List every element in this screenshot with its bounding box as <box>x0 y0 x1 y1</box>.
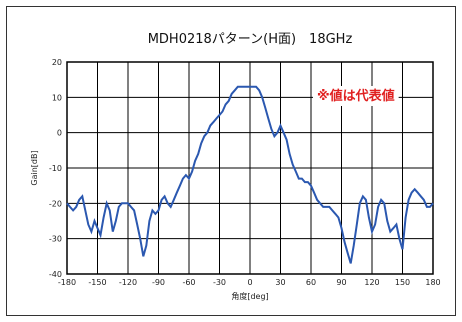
chart: -180 -150 -120 -90 -60 -30 0 30 60 90 120 150 180 -40… <box>30 32 441 301</box>
x-tick-label: 90 <box>336 278 346 287</box>
series-line <box>66 85 434 264</box>
annotation-background <box>313 86 399 106</box>
y-tick-label: -20 <box>49 199 62 208</box>
x-tick-label: -90 <box>152 278 165 287</box>
x-tick-label: -30 <box>213 278 226 287</box>
x-tick-label: -180 <box>58 278 76 287</box>
chart-title: MDH0218パターン(H面) 18GHz <box>148 32 353 47</box>
y-tick-label: 20 <box>52 58 62 67</box>
x-tick-label: 60 <box>306 278 316 287</box>
x-tick-label: -120 <box>119 278 137 287</box>
y-tick-label: -30 <box>49 235 62 244</box>
x-axis-label: 角度[deg] <box>231 291 268 301</box>
x-tick-label: 30 <box>275 278 285 287</box>
chart-frame: -180 -150 -120 -90 -60 -30 0 30 60 90 120 150 180 -40… <box>6 6 456 316</box>
x-tick-label: 0 <box>247 278 252 287</box>
y-axis-label: Gain[dB] <box>30 150 39 185</box>
x-tick-label: 150 <box>395 278 410 287</box>
x-tick-label: 180 <box>425 278 440 287</box>
annotation-note: ※値は代表値 <box>317 88 395 104</box>
y-tick-label: 10 <box>52 93 62 102</box>
x-tick-label: -60 <box>182 278 195 287</box>
chart-ticks: -180 -150 -120 -90 -60 -30 0 30 60 90 120 150 180 -40… <box>49 58 441 287</box>
x-tick-label: -150 <box>88 278 106 287</box>
y-tick-label: -40 <box>49 270 62 279</box>
y-tick-label: -10 <box>49 164 62 173</box>
x-tick-label: 120 <box>364 278 379 287</box>
y-tick-label: 0 <box>57 129 62 138</box>
